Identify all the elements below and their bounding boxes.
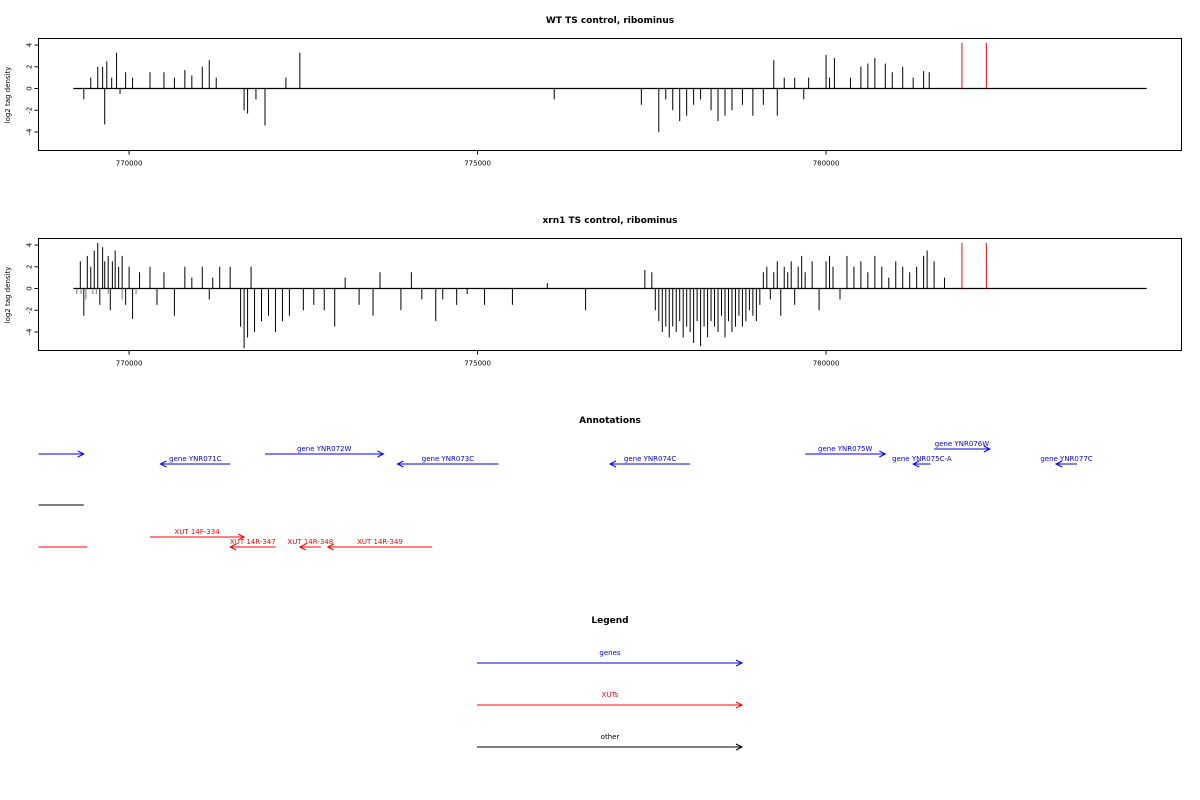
wt-bars: [73, 42, 1147, 133]
xut-arrow-head: [326, 543, 334, 551]
wt-y-axis: -4 -2 0 2 4: [26, 42, 39, 136]
legend: Legend genes XUTs other: [477, 616, 744, 751]
xut-label: XUT 14R-349: [357, 538, 403, 546]
legend-label: genes: [599, 649, 620, 657]
legend-label: XUTs: [602, 691, 619, 699]
xut-label: XUT 14R-348: [287, 538, 333, 546]
legend-arrow-head: [735, 701, 744, 709]
legend-label: other: [601, 733, 620, 741]
gene-arrow-head: [912, 460, 920, 468]
gene-label: gene YNR075C-A: [892, 455, 952, 463]
legend-items: genes XUTs other: [477, 649, 744, 751]
gene-label: gene YNR075W: [818, 445, 872, 453]
wt-y-tick-label: 0: [26, 86, 34, 90]
gene-arrow-head: [983, 445, 991, 453]
xut-arrow-head: [237, 533, 246, 541]
xrn1-x-tick-label: 770000: [116, 360, 143, 368]
gene-arrow-head: [159, 460, 167, 468]
xrn1-y-tick-label: 4: [26, 242, 34, 247]
xrn1-x-axis: 770000 775000 780000: [116, 350, 840, 368]
gene-arrow-head: [608, 460, 617, 468]
gene-annotations: gene YNR071C gene YNR072W gene YNR073C gene…: [38, 440, 1093, 468]
wt-x-tick-label: 770000: [116, 160, 143, 168]
xrn1-bars: [73, 242, 1147, 349]
xut-arrow-head: [298, 543, 307, 551]
gene-arrow-head: [1054, 460, 1063, 468]
xut-annotations: XUT 14F-334 XUT 14R-347 XUT 14R-348 XUT 14R…: [38, 528, 433, 551]
gene-label: gene YNR071C: [169, 455, 221, 463]
xrn1-y-tick-label: 2: [26, 265, 34, 269]
wt-panel-title: WT TS control, ribominus: [546, 16, 674, 26]
gene-arrow-head: [396, 460, 404, 468]
xrn1-x-tick-label: 780000: [813, 360, 840, 368]
legend-arrow-head: [735, 743, 744, 751]
wt-y-tick-label: 2: [26, 65, 34, 69]
gene-label: gene YNR076W: [935, 440, 989, 448]
xrn1-plot-frame: [38, 238, 1182, 351]
xut-arrow-head: [229, 543, 237, 551]
wt-x-tick-label: 780000: [813, 160, 840, 168]
wt-x-axis: 770000 775000 780000: [116, 150, 840, 168]
xrn1-panel-title: xrn1 TS control, ribominus: [542, 216, 677, 226]
wt-x-tick-label: 775000: [464, 160, 491, 168]
wt-y-tick-label: -4: [26, 128, 34, 136]
gene-arrow-head: [879, 450, 887, 458]
annotations-title: Annotations: [579, 416, 641, 426]
legend-title: Legend: [591, 616, 628, 626]
xrn1-y-tick-label: -4: [26, 328, 34, 336]
xut-label: XUT 14F-334: [174, 528, 220, 536]
gene-arrow-head: [377, 450, 385, 458]
wt-y-axis-label: log2 tag density: [4, 67, 12, 124]
xut-label: XUT 14R-347: [230, 538, 276, 546]
xrn1-y-axis: -4 -2 0 2 4: [26, 242, 39, 336]
gene-label: gene YNR072W: [297, 445, 351, 453]
xrn1-y-tick-label: -2: [26, 307, 34, 314]
wt-density-panel: WT TS control, ribominus log2 tag densit…: [4, 16, 1182, 168]
xrn1-x-tick-label: 775000: [464, 360, 491, 368]
xrn1-density-panel: xrn1 TS control, ribominus log2 tag dens…: [4, 216, 1182, 368]
xrn1-y-axis-label: log2 tag density: [4, 267, 12, 324]
gene-label: gene YNR073C: [422, 455, 474, 463]
xrn1-y-tick-label: 0: [26, 286, 34, 290]
gene-arrow-head: [77, 450, 85, 458]
wt-y-tick-label: -2: [26, 107, 34, 114]
gene-label: gene YNR074C: [624, 455, 676, 463]
wt-plot-frame: [38, 38, 1182, 151]
gene-label: gene YNR077C: [1040, 455, 1092, 463]
legend-arrow-head: [735, 659, 744, 667]
wt-y-tick-label: 4: [26, 42, 34, 47]
